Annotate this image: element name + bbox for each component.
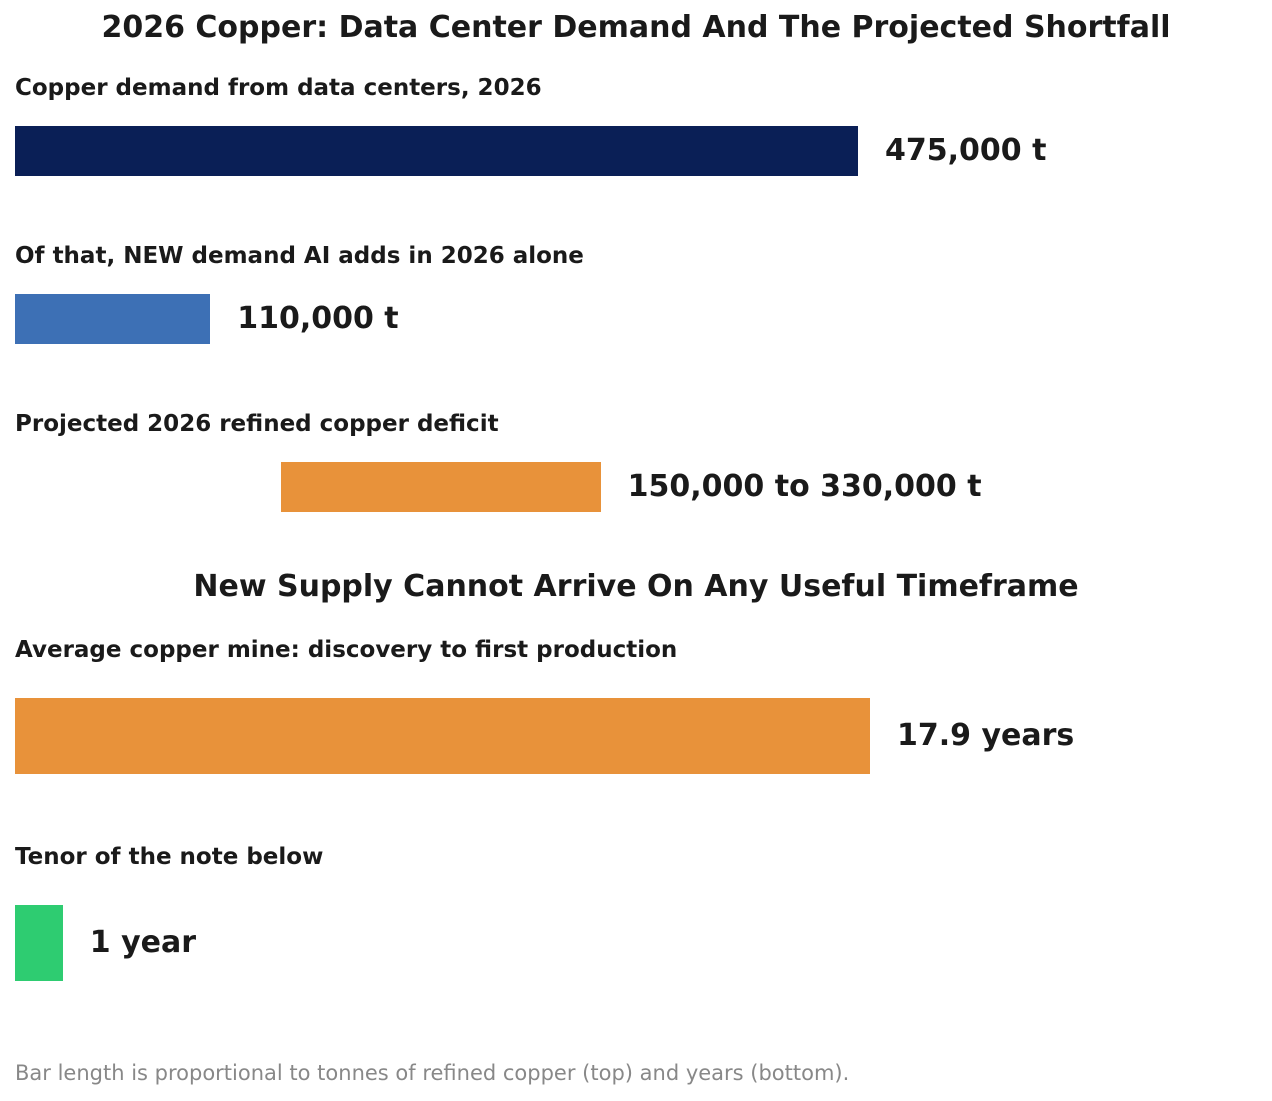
bar-copper-deficit [281, 462, 601, 512]
value-note-tenor: 1 year [89, 925, 197, 960]
bar-ai-new-demand [15, 294, 211, 344]
bar-data-center-demand [15, 126, 858, 176]
chart-title-demand: 2026 Copper: Data Center Demand And The … [101, 10, 1171, 45]
label-data-center-demand: Copper demand from data centers, 2026 [15, 75, 542, 101]
value-copper-deficit: 150,000 to 330,000 t [627, 469, 982, 504]
bar-note-tenor [15, 905, 63, 981]
label-mine-lead-time: Average copper mine: discovery to first … [15, 637, 678, 663]
value-mine-lead-time: 17.9 years [897, 718, 1075, 753]
label-ai-new-demand: Of that, NEW demand AI adds in 2026 alon… [15, 243, 584, 269]
label-note-tenor: Tenor of the note below [15, 844, 324, 870]
chart-title-supply: New Supply Cannot Arrive On Any Useful T… [193, 569, 1079, 604]
footnote: Bar length is proportional to tonnes of … [15, 1061, 850, 1085]
bar-mine-lead-time [15, 698, 870, 774]
label-copper-deficit: Projected 2026 refined copper deficit [15, 411, 499, 437]
value-ai-new-demand: 110,000 t [237, 301, 399, 336]
value-data-center-demand: 475,000 t [885, 133, 1047, 168]
